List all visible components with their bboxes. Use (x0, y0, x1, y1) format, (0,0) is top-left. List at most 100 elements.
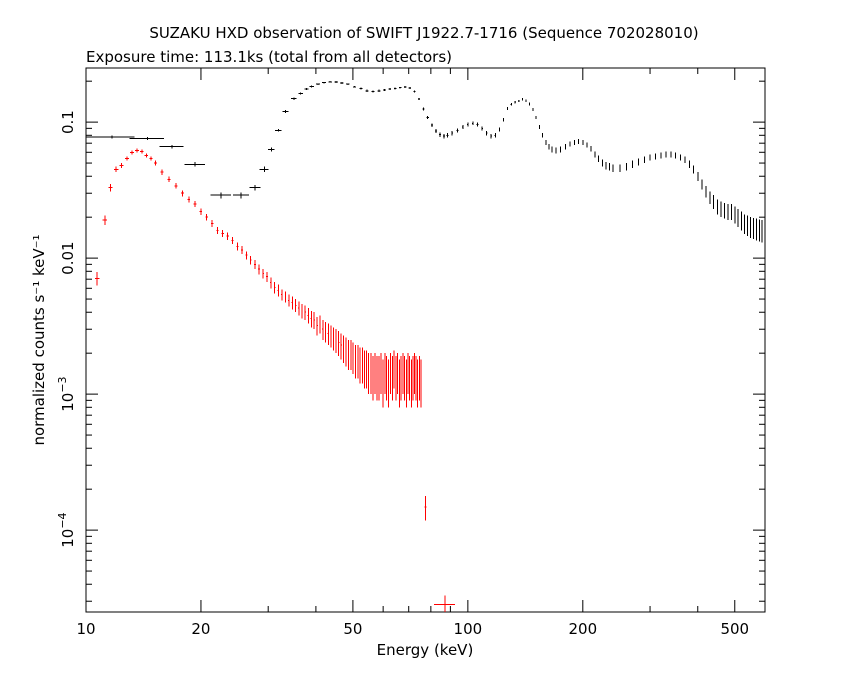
data-point (346, 83, 350, 86)
data-point (210, 192, 232, 199)
data-point (340, 333, 342, 360)
data-point (268, 147, 275, 152)
data-point (236, 242, 239, 251)
series-2 (94, 148, 455, 612)
data-point (233, 192, 249, 199)
data-point (328, 80, 333, 83)
data-point (502, 118, 505, 122)
data-point (601, 159, 603, 167)
data-point (216, 226, 219, 235)
data-point (129, 136, 164, 140)
data-point (345, 337, 347, 367)
data-point (386, 356, 388, 401)
data-point (352, 342, 354, 375)
data-point (409, 356, 411, 401)
data-point (211, 220, 214, 227)
data-series (86, 80, 763, 612)
svg-text:10−4: 10−4 (56, 512, 77, 547)
data-point (398, 86, 402, 89)
data-point (174, 183, 178, 189)
data-point (481, 126, 483, 131)
data-point (564, 144, 566, 150)
data-point (560, 146, 562, 153)
data-point (258, 264, 260, 275)
data-point (590, 145, 592, 152)
data-point (140, 149, 144, 154)
data-point (506, 107, 509, 110)
data-point (135, 148, 139, 153)
data-point (625, 163, 627, 171)
data-point (266, 272, 268, 282)
data-point (355, 344, 357, 379)
data-point (114, 166, 119, 172)
data-point (304, 88, 309, 91)
data-point (184, 161, 206, 167)
data-point (525, 99, 527, 102)
data-point (388, 359, 390, 408)
chart-title: SUZAKU HXD observation of SWIFT J1922.7-… (149, 24, 698, 42)
data-point (378, 356, 380, 401)
data-point (108, 184, 113, 192)
data-point (357, 344, 359, 379)
data-point (578, 139, 580, 145)
y-tick-label: 0.1 (59, 110, 77, 134)
x-tick-label: 50 (343, 620, 362, 638)
data-point (368, 353, 370, 395)
data-point (433, 595, 455, 612)
data-point (181, 190, 184, 197)
data-point (231, 236, 234, 245)
data-point (205, 214, 208, 221)
data-point (384, 353, 386, 395)
data-point (350, 340, 352, 371)
data-point (294, 299, 297, 313)
data-point (510, 103, 513, 106)
data-point (446, 133, 449, 138)
data-point (124, 156, 129, 161)
data-point (414, 353, 416, 395)
data-point (542, 133, 544, 138)
data-point (638, 158, 640, 166)
x-tick-label: 500 (720, 620, 749, 638)
data-point (619, 164, 621, 172)
data-point (275, 129, 282, 132)
data-point (273, 281, 276, 294)
data-point (605, 161, 607, 170)
data-point (130, 150, 134, 155)
x-tick-label: 20 (191, 620, 210, 638)
chart-subtitle: Exposure time: 113.1ks (total from all d… (86, 48, 452, 66)
data-point (594, 151, 596, 158)
data-point (315, 83, 320, 86)
data-point (535, 115, 537, 120)
data-point (340, 82, 344, 84)
data-point (338, 331, 340, 357)
data-point (333, 327, 335, 351)
data-point (402, 353, 404, 395)
data-point (654, 153, 656, 160)
data-point (408, 87, 412, 90)
data-point (609, 163, 611, 171)
data-point (403, 86, 407, 89)
data-point (359, 87, 363, 90)
data-point (643, 156, 645, 164)
data-point (395, 356, 397, 401)
data-point (249, 255, 252, 265)
data-point (461, 125, 464, 130)
data-point (398, 359, 400, 408)
data-point (288, 294, 290, 307)
data-point (420, 359, 422, 408)
data-point (417, 97, 421, 101)
data-point (569, 141, 571, 147)
data-point (334, 81, 338, 83)
data-point (380, 353, 382, 395)
data-point (528, 102, 531, 106)
data-point (660, 152, 662, 159)
data-point (476, 122, 479, 127)
data-point (270, 277, 272, 289)
data-point (281, 289, 283, 301)
data-point (393, 87, 397, 90)
plot-frame (85, 67, 766, 613)
data-point (388, 88, 392, 91)
data-point (291, 296, 294, 310)
data-point (410, 359, 412, 408)
data-point (471, 121, 474, 126)
